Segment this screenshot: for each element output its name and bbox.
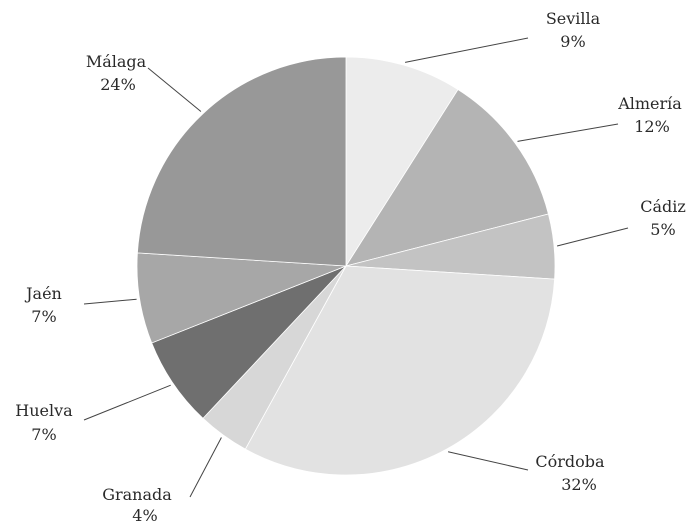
pie-slice-cordoba <box>244 265 556 476</box>
slice-label-malaga: Málaga <box>86 52 147 71</box>
pie-slice-sevilla <box>345 56 459 268</box>
label-cordoba: Córdoba 32% <box>535 452 605 494</box>
slice-label-granada: Granada <box>102 485 172 504</box>
label-malaga: Málaga 24% <box>86 52 147 94</box>
slice-pct-sevilla: 9% <box>560 32 585 51</box>
slice-label-jaen: Jaén <box>24 284 62 303</box>
pie-slices <box>136 56 556 476</box>
slice-pct-huelva: 7% <box>31 425 56 444</box>
slice-pct-granada: 4% <box>132 506 157 525</box>
slice-pct-almeria: 12% <box>634 117 670 136</box>
slice-pct-jaen: 7% <box>31 307 56 326</box>
label-huelva: Huelva 7% <box>15 401 73 444</box>
slice-pct-malaga: 24% <box>100 75 136 94</box>
slice-label-sevilla: Sevilla <box>546 9 601 28</box>
leader-line-jaen <box>83 298 137 305</box>
leader-line-malaga <box>147 67 202 112</box>
slice-pct-cadiz: 5% <box>650 220 675 239</box>
slice-label-almeria: Almería <box>617 94 682 113</box>
leader-lines <box>83 37 629 498</box>
leader-line-almeria <box>517 123 619 142</box>
label-cadiz: Cádiz 5% <box>640 197 686 239</box>
label-granada: Granada 4% <box>102 485 172 525</box>
label-sevilla: Sevilla 9% <box>546 9 601 51</box>
leader-line-cordoba <box>447 451 529 471</box>
leader-line-huelva <box>83 384 171 421</box>
leader-line-cadiz <box>556 227 629 247</box>
pie-slice-almeria <box>345 88 549 267</box>
slice-label-cadiz: Cádiz <box>640 197 686 216</box>
label-almeria: Almería 12% <box>617 94 682 136</box>
leader-line-sevilla <box>405 37 529 63</box>
slice-label-huelva: Huelva <box>15 401 73 420</box>
pie-slice-malaga <box>136 56 347 267</box>
slice-pct-cordoba: 32% <box>561 475 597 494</box>
leader-line-granada <box>189 437 222 498</box>
label-jaen: Jaén 7% <box>24 284 62 326</box>
slice-label-cordoba: Córdoba <box>535 452 605 471</box>
